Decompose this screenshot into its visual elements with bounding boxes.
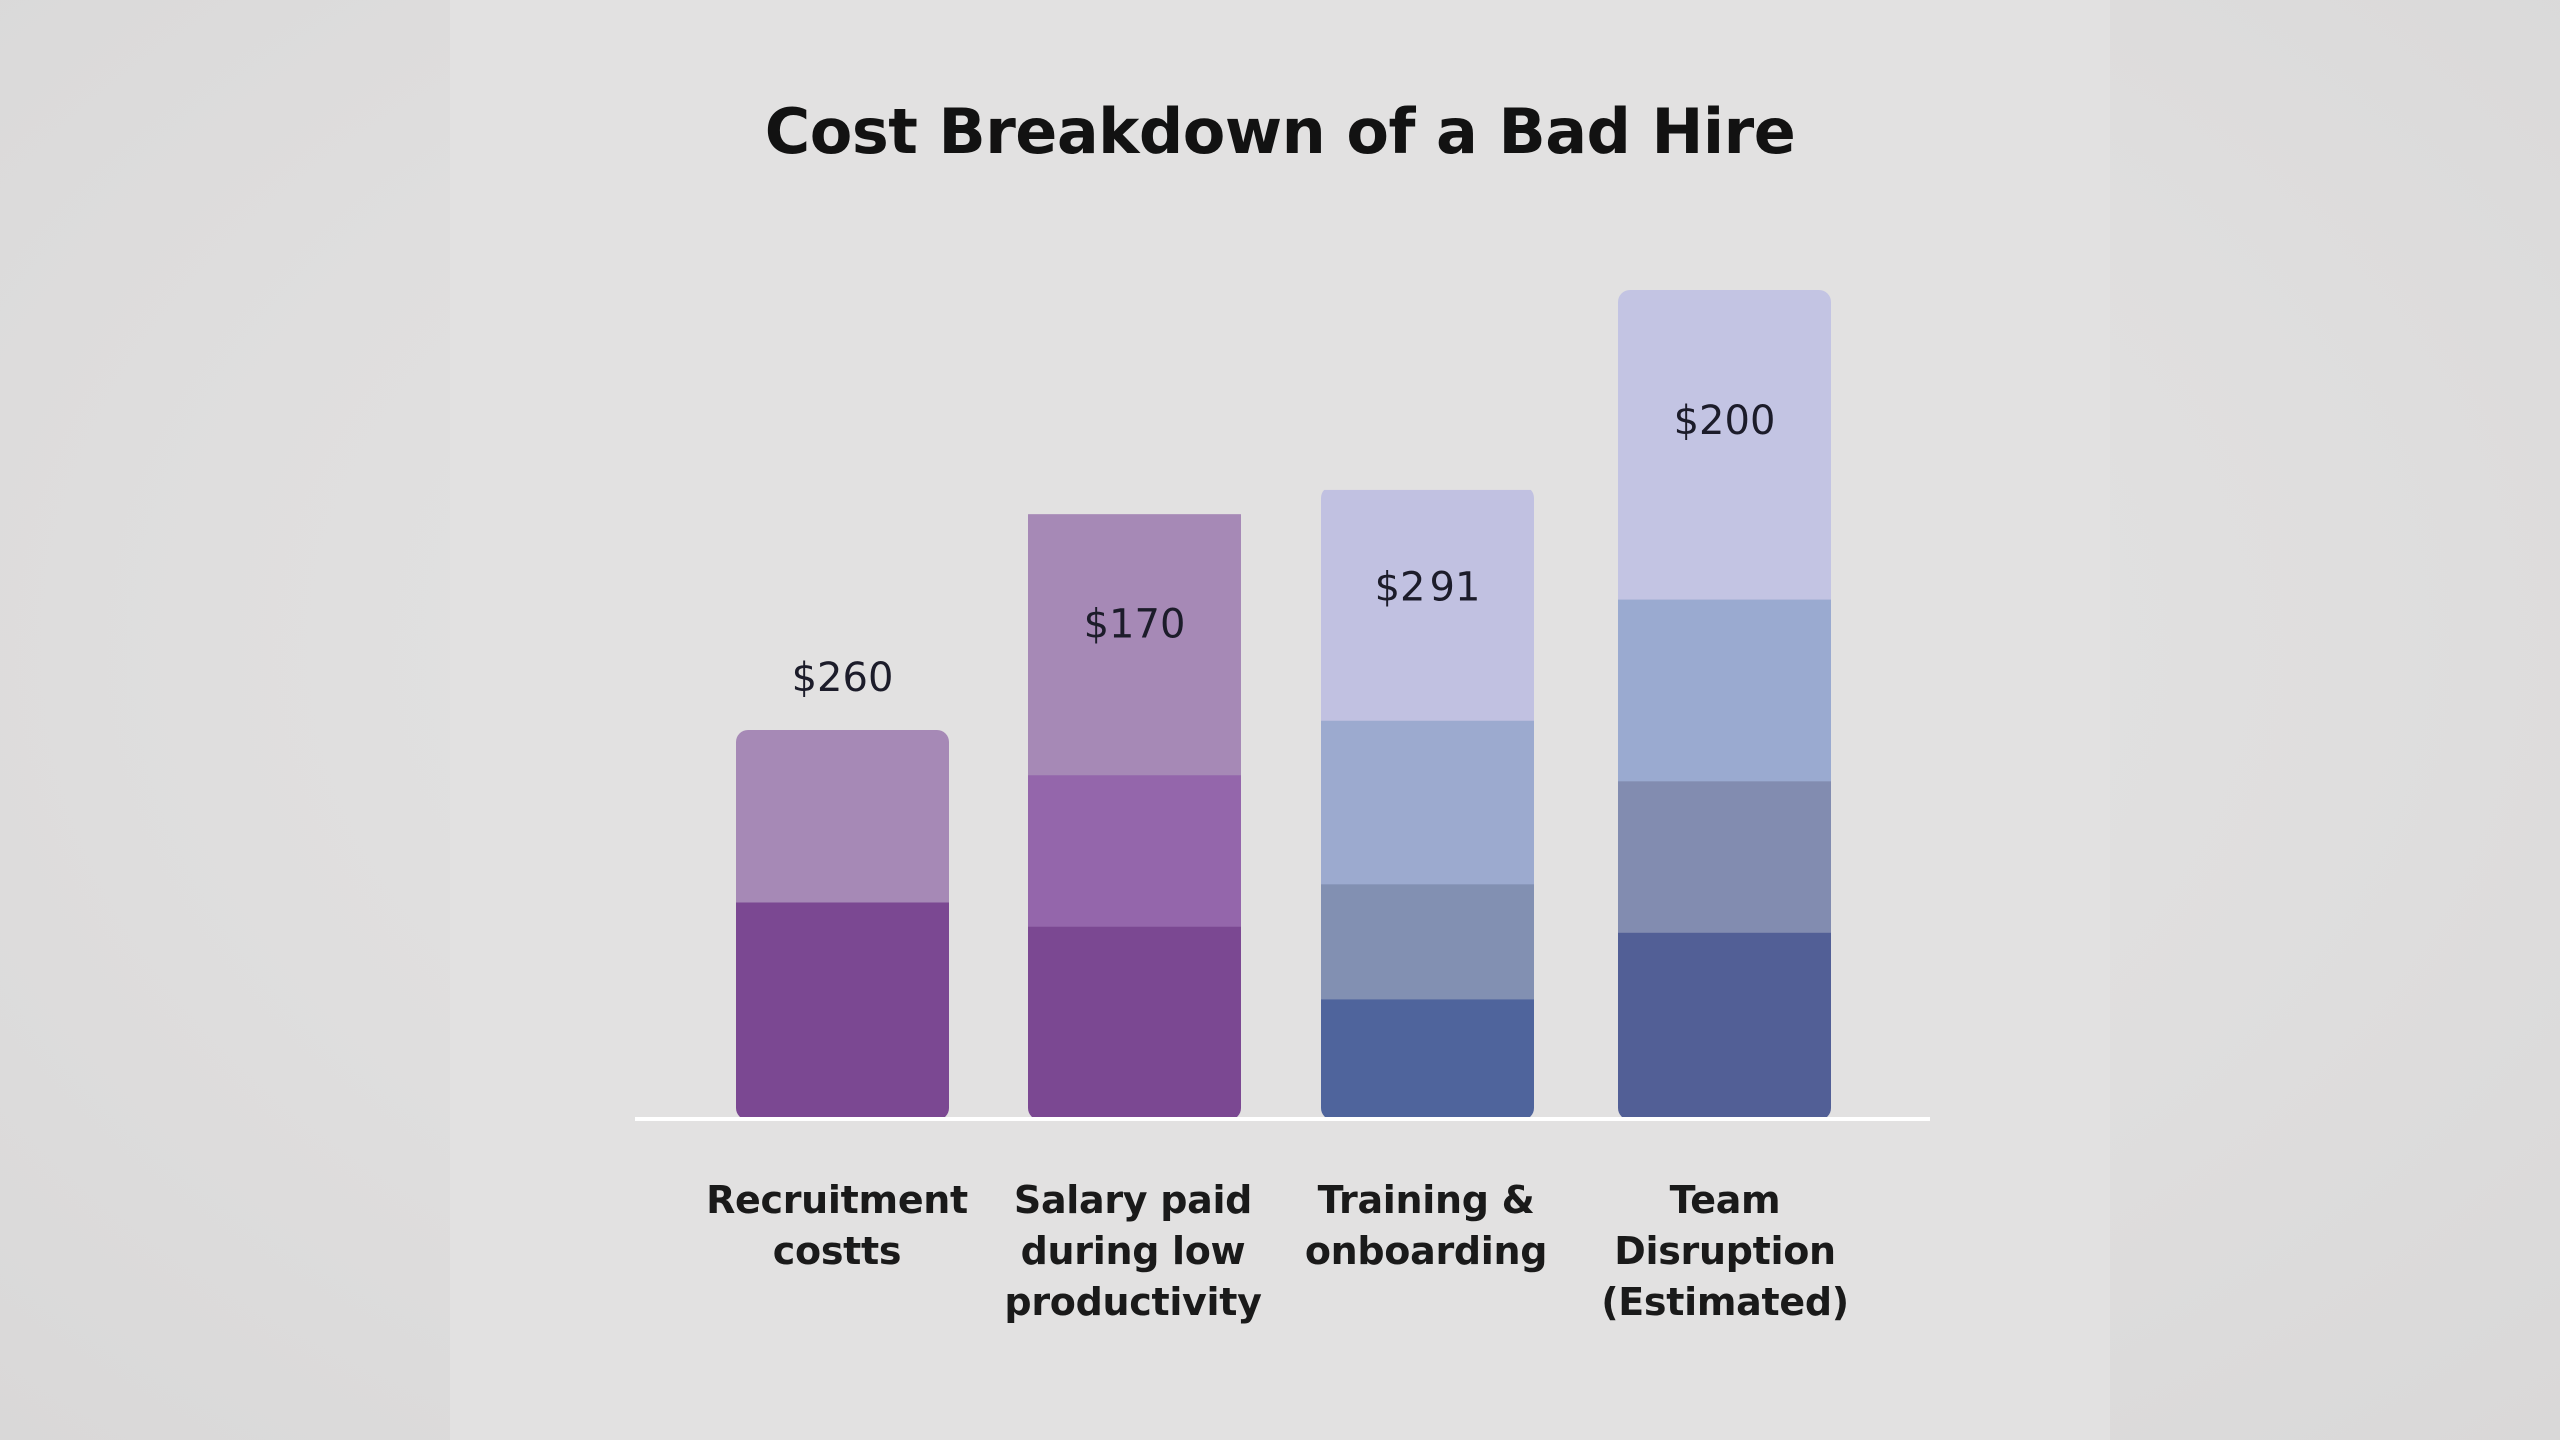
bar-3-segment-0 (1618, 932, 1831, 1120)
value-labels-layer: $260 $170 $2 91 $200 (792, 398, 1776, 701)
bar-3 (1618, 290, 1831, 1120)
bar-3-segment-2 (1618, 598, 1831, 782)
chart-title: Cost Breakdown of a Bad Hire (764, 95, 1796, 168)
bar-2-segment-3 (1321, 489, 1534, 721)
category-label-training: Training & onboarding (1304, 1178, 1548, 1273)
bars-layer (736, 290, 1831, 1120)
value-label-2: $2 91 (1375, 565, 1481, 611)
chart-panel (450, 0, 2110, 1440)
bar-0-segment-1 (736, 730, 949, 903)
bar-2 (1321, 489, 1534, 1120)
value-label-0: $260 (792, 655, 894, 701)
bar-2-segment-0 (1321, 998, 1534, 1120)
bar-1-segment-0 (1028, 926, 1241, 1120)
bar-2-segment-1 (1321, 883, 1534, 1000)
bar-0-segment-0 (736, 901, 949, 1120)
value-label-1: $170 (1084, 602, 1186, 648)
bar-3-segment-1 (1618, 780, 1831, 933)
category-label-recruitment: Recruitment costts (706, 1178, 968, 1273)
category-label-team-disruption: Team Disruption (Estimated) (1601, 1178, 1849, 1324)
bar-1-segment-2 (1028, 514, 1241, 776)
bar-1 (1028, 514, 1241, 1120)
bar-1-segment-1 (1028, 774, 1241, 927)
bar-0 (736, 730, 949, 1120)
category-label-salary: Salary paid during low productivity (1004, 1178, 1262, 1324)
bar-2-segment-2 (1321, 720, 1534, 885)
bar-3-segment-3 (1618, 290, 1831, 600)
value-label-3: $200 (1674, 398, 1776, 444)
